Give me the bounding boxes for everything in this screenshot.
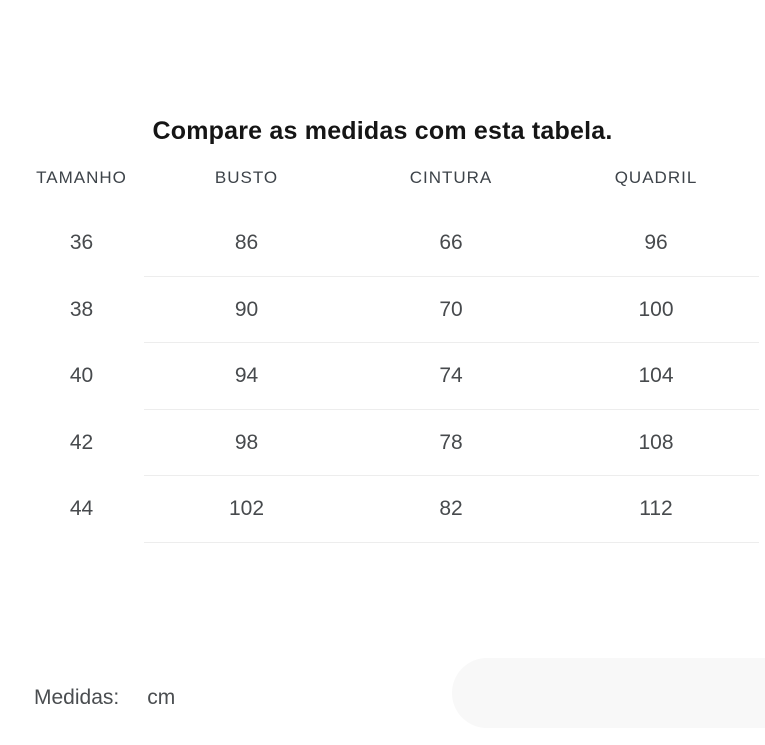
- table-row: 44 102 82 112: [0, 476, 765, 543]
- cell-cintura: 70: [439, 297, 463, 321]
- cell-cintura: 78: [439, 430, 463, 454]
- cell-busto: 98: [234, 430, 259, 454]
- cell-quadril: 104: [638, 364, 674, 388]
- cell-busto: 102: [228, 497, 265, 521]
- cell-tamanho: 44: [69, 497, 94, 521]
- column-header-busto: BUSTO: [214, 168, 279, 187]
- cell-busto: 94: [234, 364, 259, 388]
- cell-quadril: 96: [644, 231, 668, 255]
- table-body: 36 86 66 96 38 90 70 100 40 94 74 104 42…: [0, 210, 765, 543]
- table-row: 40 94 74 104: [0, 343, 765, 410]
- cell-busto: 90: [234, 297, 259, 321]
- measurements-label: Medidas:: [34, 686, 120, 709]
- table-row: 36 86 66 96: [0, 210, 765, 277]
- column-header-tamanho: TAMANHO: [36, 168, 127, 187]
- cell-tamanho: 42: [69, 430, 94, 454]
- cell-cintura: 66: [439, 231, 463, 255]
- cell-quadril: 112: [639, 497, 673, 521]
- measurements-footer: Medidas: cm: [34, 686, 175, 710]
- cell-busto: 86: [234, 231, 259, 255]
- measurements-unit: cm: [147, 686, 176, 709]
- cell-cintura: 74: [439, 364, 463, 388]
- cell-quadril: 108: [638, 430, 674, 454]
- table-row: 42 98 78 108: [0, 410, 765, 477]
- column-header-cintura: CINTURA: [409, 168, 493, 187]
- table-row: 38 90 70 100: [0, 277, 765, 344]
- table-header-row: TAMANHO BUSTO CINTURA QUADRIL: [0, 166, 765, 190]
- cell-tamanho: 36: [69, 231, 94, 255]
- cell-tamanho: 40: [69, 364, 94, 388]
- page-title: Compare as medidas com esta tabela.: [152, 117, 613, 145]
- decorative-pill-background: [452, 658, 765, 728]
- cell-tamanho: 38: [69, 297, 94, 321]
- cell-quadril: 100: [638, 297, 674, 321]
- cell-cintura: 82: [439, 497, 463, 521]
- column-header-quadril: QUADRIL: [614, 168, 698, 187]
